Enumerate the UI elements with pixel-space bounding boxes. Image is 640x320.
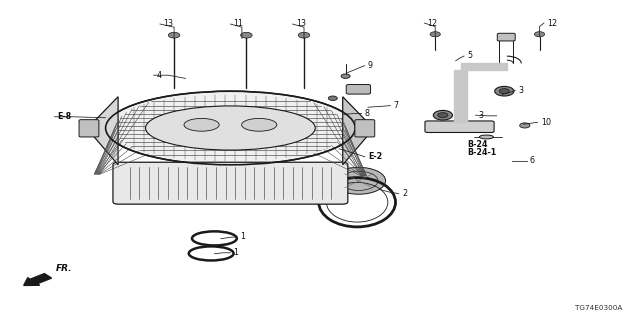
FancyArrow shape <box>24 274 52 285</box>
Text: 12: 12 <box>428 19 438 28</box>
Text: 7: 7 <box>394 101 399 110</box>
Text: 9: 9 <box>368 61 373 70</box>
Text: 8: 8 <box>365 109 370 118</box>
Text: 1: 1 <box>240 232 245 241</box>
Ellipse shape <box>184 118 219 131</box>
Circle shape <box>84 125 94 131</box>
Ellipse shape <box>433 110 452 120</box>
Text: 10: 10 <box>541 118 551 127</box>
Polygon shape <box>343 97 371 165</box>
FancyBboxPatch shape <box>497 33 515 41</box>
Text: 13: 13 <box>163 20 173 28</box>
Ellipse shape <box>495 86 514 96</box>
Ellipse shape <box>242 118 277 131</box>
Circle shape <box>520 123 530 128</box>
Ellipse shape <box>145 106 316 150</box>
Circle shape <box>360 125 370 131</box>
Circle shape <box>332 167 385 194</box>
Circle shape <box>341 74 350 78</box>
Text: E-2: E-2 <box>368 152 382 161</box>
FancyBboxPatch shape <box>425 121 494 132</box>
Ellipse shape <box>438 113 448 118</box>
FancyBboxPatch shape <box>79 120 99 137</box>
FancyBboxPatch shape <box>355 120 375 137</box>
Circle shape <box>298 32 310 38</box>
Text: 12: 12 <box>547 19 557 28</box>
Text: B-24-1: B-24-1 <box>467 148 497 157</box>
Circle shape <box>430 32 440 37</box>
Text: 11: 11 <box>234 20 244 28</box>
Text: TG74E0300A: TG74E0300A <box>575 305 622 311</box>
Circle shape <box>241 32 252 38</box>
Ellipse shape <box>106 91 355 165</box>
Text: 6: 6 <box>530 156 535 165</box>
Circle shape <box>168 32 180 38</box>
Text: B-24: B-24 <box>467 140 488 149</box>
Text: 5: 5 <box>467 52 472 60</box>
Text: 2: 2 <box>402 189 407 198</box>
Text: 3: 3 <box>479 111 484 120</box>
Text: E-8: E-8 <box>58 112 72 121</box>
Circle shape <box>534 32 545 37</box>
FancyBboxPatch shape <box>346 84 371 94</box>
Text: FR.: FR. <box>56 264 72 273</box>
Text: 4: 4 <box>157 71 162 80</box>
Text: 1: 1 <box>234 248 239 257</box>
FancyBboxPatch shape <box>113 162 348 204</box>
Text: 3: 3 <box>518 86 524 95</box>
Text: 13: 13 <box>296 20 306 28</box>
Circle shape <box>328 96 337 100</box>
Polygon shape <box>89 97 118 165</box>
Ellipse shape <box>479 135 493 139</box>
Ellipse shape <box>499 89 509 94</box>
